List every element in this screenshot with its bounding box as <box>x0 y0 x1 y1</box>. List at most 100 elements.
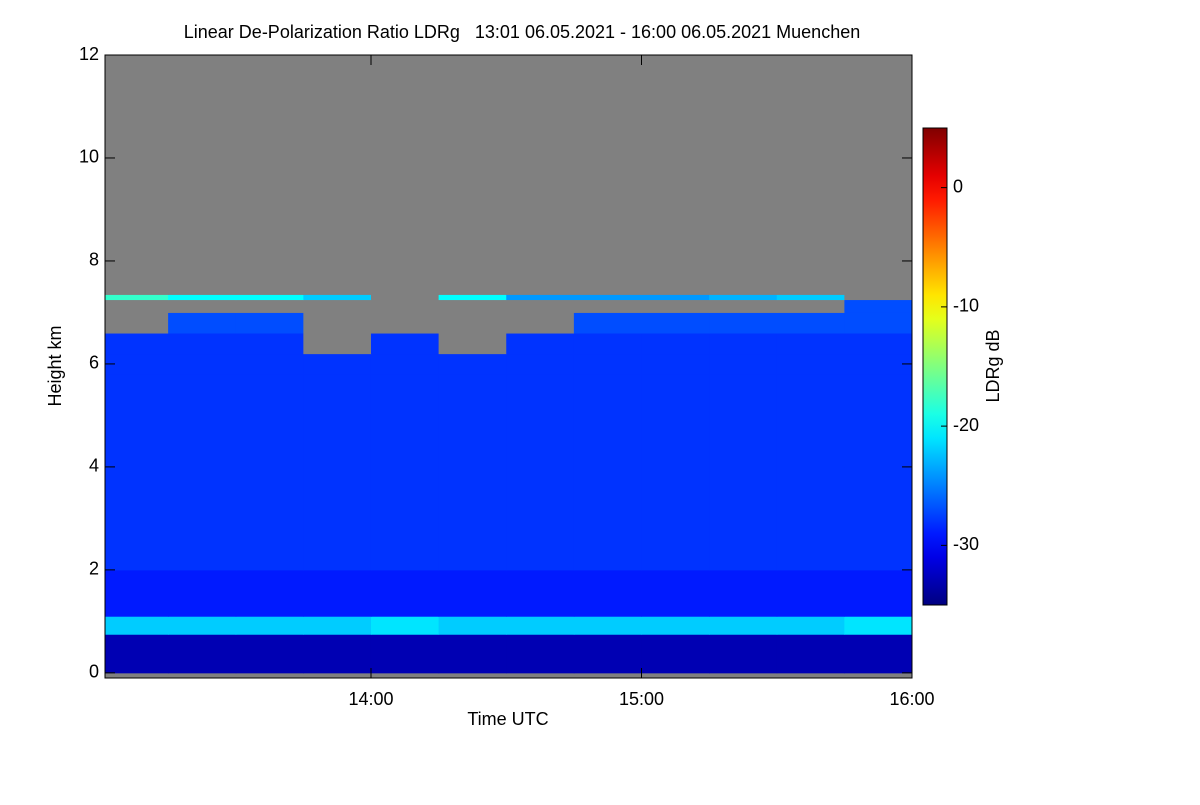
heatmap-cell <box>573 312 642 334</box>
heatmap-cell <box>370 299 440 313</box>
heatmap-cell <box>506 299 575 313</box>
heatmap-cell <box>776 353 845 375</box>
x-tick-label: 14:00 <box>348 689 393 709</box>
heatmap-cell <box>105 616 169 635</box>
heatmap-cell <box>573 333 642 355</box>
heatmap-cell <box>506 616 575 635</box>
heatmap-cell <box>105 312 169 334</box>
heatmap-cell <box>438 374 507 468</box>
heatmap-cell <box>573 616 642 635</box>
heatmap-cell <box>235 312 304 334</box>
heatmap-cell <box>438 634 507 674</box>
heatmap-cell <box>168 55 237 295</box>
heatmap-cell <box>438 294 507 301</box>
heatmap-cell <box>235 333 304 355</box>
heatmap-cell <box>370 466 440 571</box>
heatmap-cell <box>303 634 372 674</box>
heatmap-cell <box>370 294 440 301</box>
heatmap-cell <box>235 55 304 295</box>
heatmap-cell <box>105 299 169 313</box>
heatmap-cell <box>776 299 845 313</box>
heatmap-cell <box>506 294 575 301</box>
heatmap-cell <box>370 312 440 334</box>
heatmap-cell <box>506 466 575 571</box>
heatmap-cell <box>573 374 642 468</box>
heatmap-cell <box>844 569 913 617</box>
heatmap-cell <box>776 374 845 468</box>
heatmap-cell <box>105 353 169 375</box>
colorbar-tick-label: -30 <box>953 534 979 554</box>
heatmap-cell <box>370 353 440 375</box>
heatmap-cell <box>709 55 778 295</box>
heatmap-cell <box>168 569 237 617</box>
heatmap-cell <box>776 634 845 674</box>
heatmap-cell <box>370 55 440 295</box>
heatmap-cell <box>506 634 575 674</box>
colorbar-tick-label: -10 <box>953 296 979 316</box>
x-tick-label: 15:00 <box>619 689 664 709</box>
heatmap-cell <box>641 616 710 635</box>
heatmap-cell <box>168 312 237 334</box>
heatmap-cell <box>438 299 507 313</box>
heatmap-cell <box>235 374 304 468</box>
y-tick-label: 6 <box>89 353 99 373</box>
heatmap-cell <box>168 466 237 571</box>
heatmap-cell <box>105 634 169 674</box>
heatmap-cell <box>844 466 913 571</box>
heatmap-cell <box>573 294 642 301</box>
heatmap-cell <box>303 616 372 635</box>
heatmap-cell <box>844 634 913 674</box>
heatmap-cell <box>235 353 304 375</box>
heatmap-cell <box>709 616 778 635</box>
heatmap-cell <box>709 299 778 313</box>
heatmap-cell <box>641 312 710 334</box>
heatmap-cell <box>641 374 710 468</box>
heatmap-cell <box>303 294 372 301</box>
heatmap-cell <box>168 616 237 635</box>
heatmap-cell <box>709 634 778 674</box>
heatmap-cell <box>105 466 169 571</box>
heatmap-cell <box>168 294 237 301</box>
colorbar-label: LDRg dB <box>983 329 1003 402</box>
heatmap-cell <box>438 55 507 295</box>
heatmap-cell <box>776 466 845 571</box>
heatmap-cell <box>303 333 372 355</box>
heatmap-cell <box>776 55 845 295</box>
heatmap-cell <box>235 299 304 313</box>
heatmap-cell <box>370 374 440 468</box>
heatmap-cell <box>573 299 642 313</box>
heatmap-cell <box>105 294 169 301</box>
x-tick-label: 16:00 <box>889 689 934 709</box>
heatmap-cell <box>438 616 507 635</box>
heatmap-cell <box>105 333 169 355</box>
heatmap-cell <box>844 312 913 334</box>
heatmap-cell <box>641 333 710 355</box>
heatmap-cell <box>641 353 710 375</box>
y-tick-label: 12 <box>79 44 99 64</box>
colorbar-tick-label: 0 <box>953 176 963 196</box>
heatmap-cell <box>573 353 642 375</box>
heatmap-cell <box>105 55 169 295</box>
heatmap-cell <box>303 374 372 468</box>
heatmap-cell <box>709 353 778 375</box>
heatmap-cell <box>438 353 507 375</box>
y-tick-label: 2 <box>89 559 99 579</box>
heatmap-cell <box>303 299 372 313</box>
heatmap-cell <box>709 569 778 617</box>
y-tick-label: 4 <box>89 456 99 476</box>
plot-frame <box>104 54 913 679</box>
heatmap-cell <box>168 353 237 375</box>
heatmap-cell <box>844 333 913 355</box>
heatmap-cell <box>168 333 237 355</box>
heatmap-cell <box>641 294 710 301</box>
heatmap-cell <box>506 55 575 295</box>
heatmap-cell <box>168 299 237 313</box>
heatmap-cell <box>235 294 304 301</box>
heatmap-cell <box>776 294 845 301</box>
heatmap-cell <box>506 353 575 375</box>
heatmap-cell <box>438 569 507 617</box>
y-tick-label: 10 <box>79 147 99 167</box>
heatmap-cell <box>844 55 913 295</box>
chart-title: Linear De-Polarization Ratio LDRg 13:01 … <box>184 22 860 42</box>
